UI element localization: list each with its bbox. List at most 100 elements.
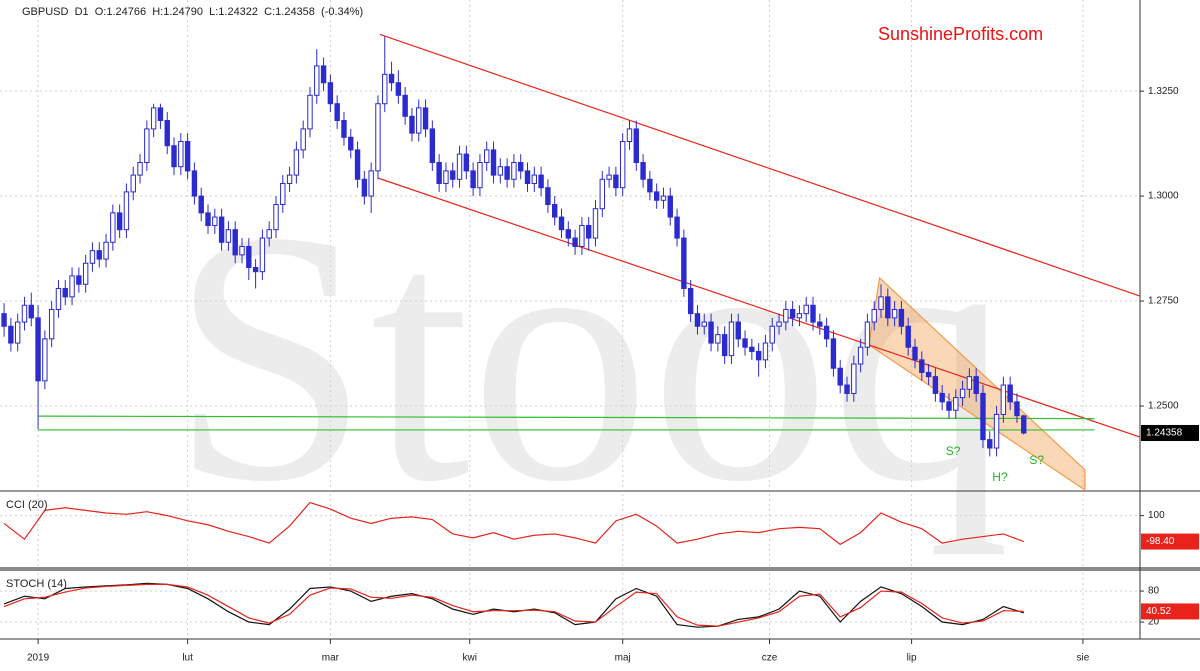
candle-body xyxy=(395,82,402,96)
candle-body xyxy=(708,321,714,344)
candle-body xyxy=(1007,384,1013,403)
x-tick-label: kwi xyxy=(463,653,477,664)
candle-body xyxy=(701,321,707,327)
candle-body xyxy=(490,149,497,176)
candle-body xyxy=(749,346,755,352)
candle-body xyxy=(157,107,164,122)
candle-body xyxy=(687,287,694,315)
candle-body xyxy=(314,65,320,96)
candle-body xyxy=(966,376,973,390)
candle-body xyxy=(144,128,150,163)
candle-body xyxy=(987,439,993,449)
panel-separator xyxy=(0,567,1200,571)
candle-body xyxy=(817,321,823,327)
candle-body xyxy=(518,161,524,172)
watermark: Stooq xyxy=(170,157,1010,557)
candle-body xyxy=(844,384,850,394)
candle-body xyxy=(837,367,843,386)
candle-body xyxy=(409,115,415,134)
candle-body xyxy=(76,275,82,285)
candle-body xyxy=(48,308,55,340)
candle-body xyxy=(1021,415,1027,434)
candle-body xyxy=(932,376,939,394)
candle-body xyxy=(973,376,979,394)
candle-body xyxy=(599,178,605,210)
candle-body xyxy=(769,325,775,344)
candle-body xyxy=(762,342,769,361)
candle-body xyxy=(422,107,429,130)
candle-body xyxy=(246,245,252,268)
candle-body xyxy=(191,170,198,197)
candle-body xyxy=(681,237,687,289)
candle-body xyxy=(436,161,442,184)
candle-body xyxy=(803,304,809,315)
brand: SunshineProfits.com xyxy=(878,24,1043,44)
candle-body xyxy=(885,296,891,319)
candle-body xyxy=(361,178,368,197)
candle-body xyxy=(375,103,381,172)
candle-body xyxy=(721,334,728,357)
candle-body xyxy=(198,195,204,214)
candle-body xyxy=(667,195,673,218)
candle-body xyxy=(891,308,898,319)
candle-body xyxy=(341,120,347,138)
candle-body xyxy=(320,65,327,84)
candle-body xyxy=(368,170,374,197)
candle-body xyxy=(443,170,449,184)
candle-body xyxy=(694,313,701,327)
indicator-title: STOCH (14) xyxy=(6,578,67,590)
candle-body xyxy=(1014,401,1020,417)
candle-body xyxy=(796,313,803,319)
candle-body xyxy=(1,313,7,327)
candle-body xyxy=(307,94,313,130)
candle-body xyxy=(755,350,762,361)
last-price-label: 1.24358 xyxy=(1146,428,1183,439)
annotation: S? xyxy=(946,444,961,458)
candle-body xyxy=(619,140,626,189)
candle-body xyxy=(776,321,782,327)
candle-body xyxy=(110,212,116,243)
candle-body xyxy=(592,208,599,239)
candle-body xyxy=(783,308,789,323)
last-value-label: 40.52 xyxy=(1146,606,1171,617)
candle-body xyxy=(252,266,259,273)
candle-body xyxy=(137,161,143,176)
candle-body xyxy=(123,191,130,231)
candle-body xyxy=(382,73,388,105)
candle-body xyxy=(69,275,75,298)
last-value-label: -98.40 xyxy=(1146,536,1175,547)
candle-body xyxy=(524,170,531,184)
y-tick-label: 1.2750 xyxy=(1148,296,1179,307)
candle-body xyxy=(497,166,504,176)
candle-body xyxy=(402,94,408,117)
candle-body xyxy=(164,120,170,147)
x-tick-label: lip xyxy=(907,653,917,664)
candle-body xyxy=(898,308,905,327)
candle-body xyxy=(35,317,41,382)
candle-body xyxy=(130,174,136,193)
x-tick-label: sie xyxy=(1076,653,1089,664)
candle-body xyxy=(823,325,830,340)
candle-body xyxy=(626,128,633,142)
candle-body xyxy=(293,149,300,176)
candle-body xyxy=(653,191,660,201)
candle-body xyxy=(14,321,21,344)
candle-body xyxy=(450,170,456,180)
indicator-title: CCI (20) xyxy=(6,499,48,511)
candle-body xyxy=(558,216,565,231)
candle-body xyxy=(565,229,572,239)
y-tick-label: 1.3250 xyxy=(1148,86,1179,97)
last-price-box xyxy=(1141,424,1199,441)
candle-body xyxy=(552,203,558,218)
candle-body xyxy=(980,392,986,441)
candle-body xyxy=(939,392,945,403)
candle-body xyxy=(89,250,96,264)
candle-body xyxy=(633,128,639,163)
x-tick-label: lut xyxy=(182,653,193,664)
candle-body xyxy=(205,212,211,226)
candle-body xyxy=(946,401,952,411)
trend-line xyxy=(379,33,1141,297)
candle-body xyxy=(919,359,925,373)
candle-body xyxy=(871,308,877,323)
